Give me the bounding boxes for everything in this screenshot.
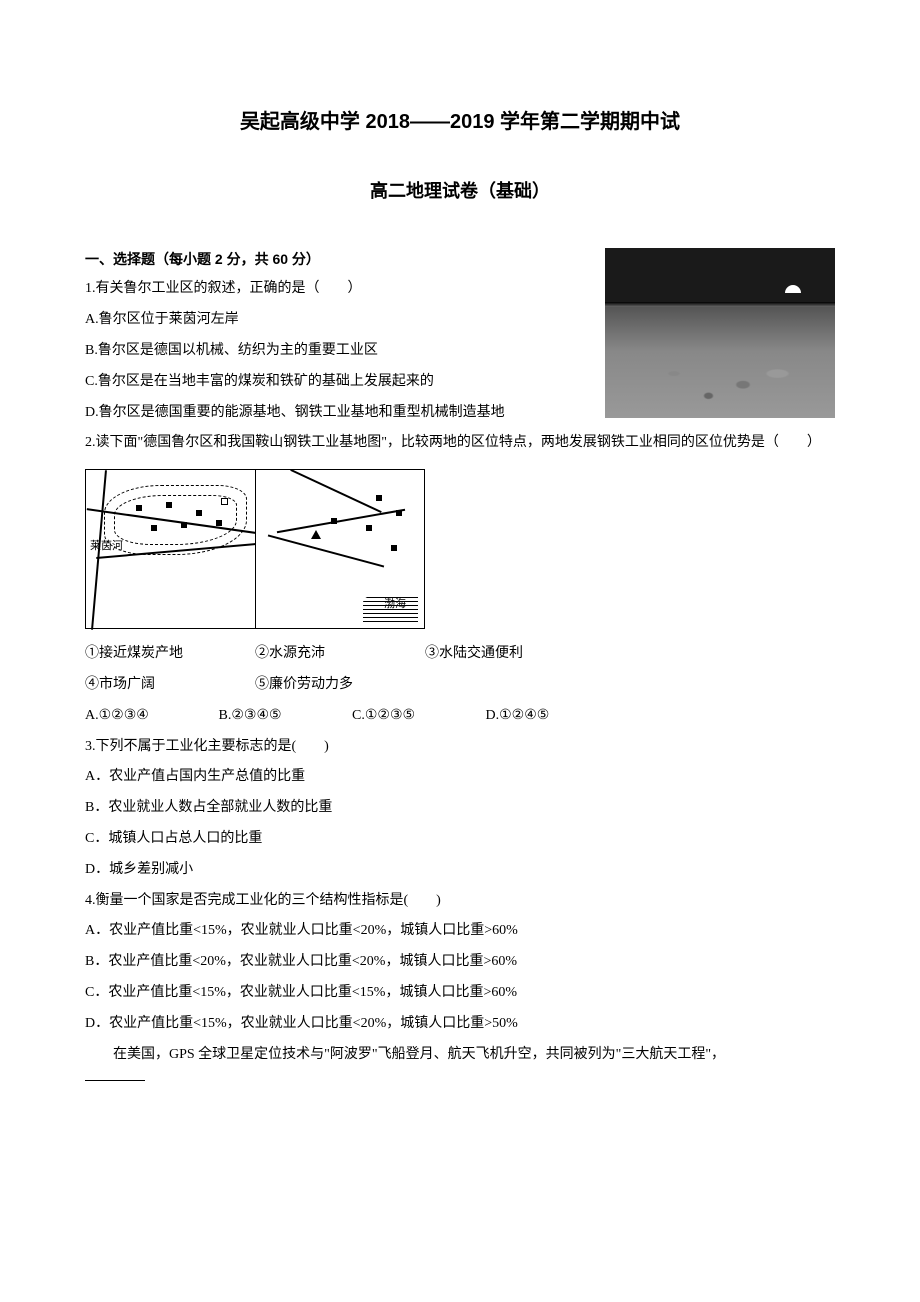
q4-option-d: D．农业产值比重<15%，农业就业人口比重<20%，城镇人口比重>50%	[85, 1009, 835, 1040]
q2-circled-3: ③水陆交通便利	[425, 639, 595, 670]
title-sub: 高二地理试卷（基础）	[85, 172, 835, 212]
q3-option-d: D．城乡差别减小	[85, 855, 835, 886]
q2-circled-2: ②水源充沛	[255, 639, 425, 670]
q3-stem: 3.下列不属于工业化主要标志的是( )	[85, 732, 835, 763]
q2-circled-4: ④市场广阔	[85, 670, 255, 701]
map-label-bohai: 渤海	[384, 599, 406, 610]
map-figure: 莱茵河 渤海	[85, 469, 425, 629]
q2-option-c: C.①②③⑤	[352, 701, 482, 732]
q4-stem: 4.衡量一个国家是否完成工业化的三个结构性指标是( )	[85, 886, 835, 917]
q2-circled-1: ①接近煤炭产地	[85, 639, 255, 670]
q2-option-b: B.②③④⑤	[219, 701, 349, 732]
moon-image	[605, 248, 835, 418]
q2-option-d: D.①②④⑤	[486, 701, 616, 732]
q3-option-b: B．农业就业人数占全部就业人数的比重	[85, 793, 835, 824]
q2-option-a: A.①②③④	[85, 701, 215, 732]
passage-text: 在美国，GPS 全球卫星定位技术与"阿波罗"飞船登月、航天飞机升空，共同被列为"…	[85, 1040, 835, 1071]
q4-option-c: C．农业产值比重<15%，农业就业人口比重<15%，城镇人口比重>60%	[85, 978, 835, 1009]
q3-option-a: A．农业产值占国内生产总值的比重	[85, 762, 835, 793]
q3-option-c: C．城镇人口占总人口的比重	[85, 824, 835, 855]
map-label-rhine: 莱茵河	[90, 540, 123, 553]
title-main: 吴起高级中学 2018——2019 学年第二学期期中试	[85, 100, 835, 144]
q2-stem: 2.读下面"德国鲁尔区和我国鞍山钢铁工业基地图"，比较两地的区位特点，两地发展钢…	[85, 428, 835, 459]
footer-line	[85, 1080, 145, 1081]
q2-circled-5: ⑤廉价劳动力多	[255, 670, 425, 701]
q4-option-b: B．农业产值比重<20%，农业就业人口比重<20%，城镇人口比重>60%	[85, 947, 835, 978]
q4-option-a: A．农业产值比重<15%，农业就业人口比重<20%，城镇人口比重>60%	[85, 916, 835, 947]
